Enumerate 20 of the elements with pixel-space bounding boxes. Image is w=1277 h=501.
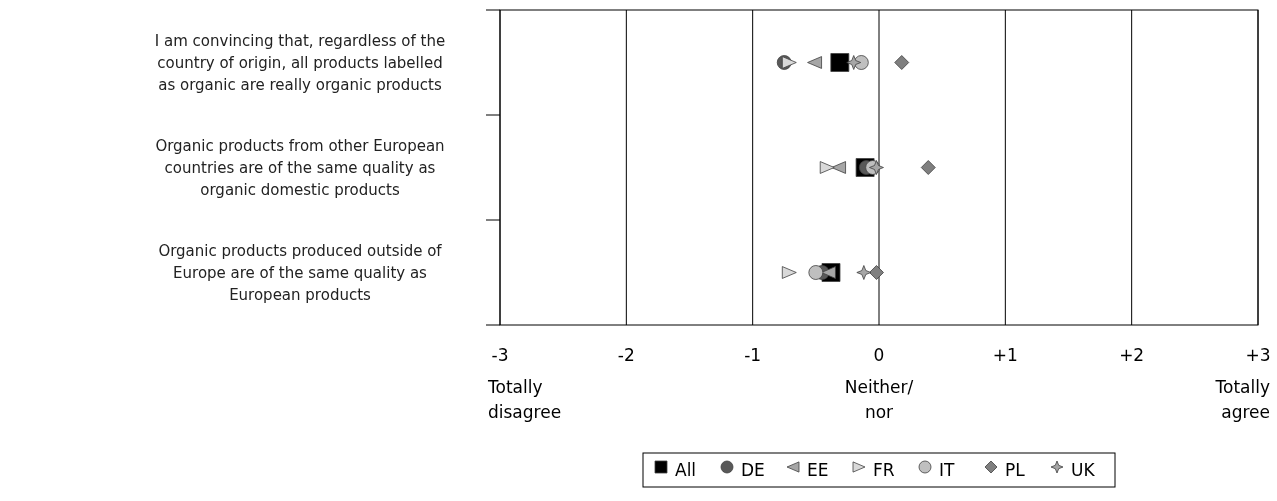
x-tick-label: -2 xyxy=(617,345,635,365)
x-tick-label: -3 xyxy=(491,345,509,365)
x-tick-label: -1 xyxy=(744,345,762,365)
legend-label: UK xyxy=(1071,460,1096,480)
x-tick-label: +1 xyxy=(992,345,1018,365)
text: Neither/ nor xyxy=(844,377,914,422)
y-tick-label: Organic products produced outside of Europe are of the same quality as European products xyxy=(158,241,443,304)
text: Totally disagree xyxy=(487,377,562,422)
text: Totally agree xyxy=(1214,377,1270,422)
y-tick-label: Organic products from other European countries are of the same quality as organic domestic products xyxy=(155,136,445,199)
x-tick-label: +3 xyxy=(1245,345,1271,365)
legend-label: DE xyxy=(741,460,765,480)
x-tick-label: 0 xyxy=(873,345,885,365)
legend-label: FR xyxy=(873,460,895,480)
x-tick-label: +2 xyxy=(1119,345,1145,365)
legend-label: All xyxy=(675,460,697,480)
legend-label: EE xyxy=(807,460,829,480)
legend-label: IT xyxy=(939,460,956,480)
legend-label: PL xyxy=(1005,460,1026,480)
y-tick-label: I am convincing that, regardless of the country of origin, all products labelled as organic are really organic products xyxy=(154,31,446,94)
